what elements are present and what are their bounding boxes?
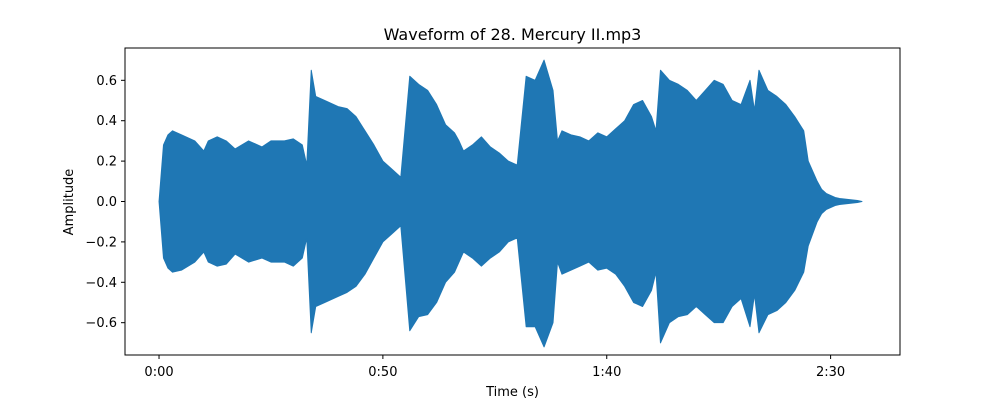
plot-area xyxy=(158,59,863,348)
x-tick-label: 1:40 xyxy=(592,365,621,380)
y-tick-label: −0.4 xyxy=(85,276,117,291)
y-tick-label: 0.6 xyxy=(96,74,117,89)
x-tick-label: 2:30 xyxy=(816,365,845,380)
x-axis-label: Time (s) xyxy=(485,385,539,400)
x-axis: 0:00 0:50 1:40 2:30 xyxy=(144,355,845,380)
chart-title: Waveform of 28. Mercury II.mp3 xyxy=(384,25,642,44)
y-tick-label: 0.0 xyxy=(96,195,117,210)
y-axis-label: Amplitude xyxy=(62,169,77,236)
waveform-series xyxy=(158,59,863,348)
y-tick-label: −0.2 xyxy=(85,235,117,250)
x-tick-label: 0:00 xyxy=(144,365,173,380)
y-tick-label: 0.2 xyxy=(96,155,117,170)
y-axis: −0.6 −0.4 −0.2 0.0 0.2 0.4 0.6 xyxy=(85,74,125,331)
x-tick-label: 0:50 xyxy=(368,365,397,380)
y-tick-label: 0.4 xyxy=(96,114,117,129)
y-tick-label: −0.6 xyxy=(85,316,117,331)
